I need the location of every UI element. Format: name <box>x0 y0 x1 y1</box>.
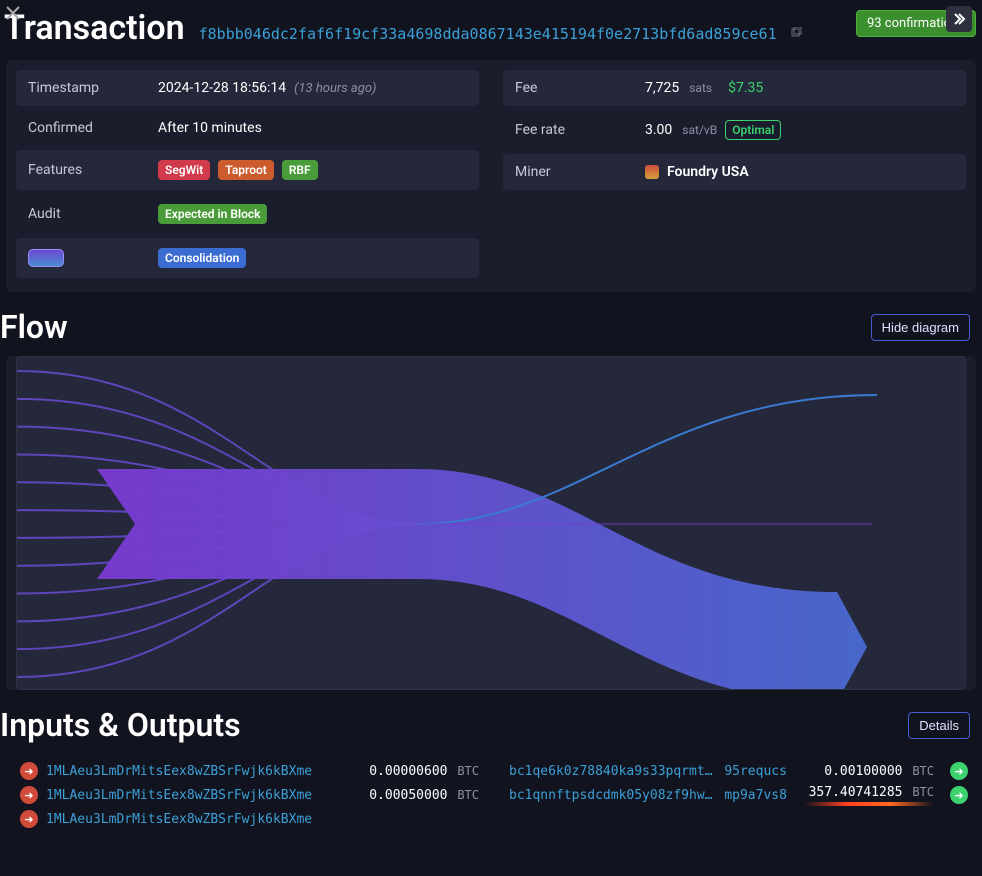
io-row: ➜ 1MLAeu3LmDrMitsEex8wZBSrFwjk6kBXme 0.000… <box>0 760 982 782</box>
transaction-details-panel: Timestamp2024-12-28 18:56:14(13 hours ag… <box>6 60 976 292</box>
detail-row: MinerFoundry USA <box>503 154 966 190</box>
highlight-underline <box>804 802 934 806</box>
detail-label: Audit <box>28 206 158 222</box>
flow-diagram <box>16 356 966 690</box>
input-amount: 0.00000600 BTC <box>369 764 479 779</box>
detail-value: 2024-12-28 18:56:14(13 hours ago) <box>158 80 467 96</box>
detail-value: Consolidation <box>158 248 467 268</box>
input-amount: 0.00050000 BTC <box>369 788 479 803</box>
hide-diagram-button[interactable]: Hide diagram <box>871 314 970 341</box>
detail-label: Fee <box>515 80 645 96</box>
close-icon[interactable] <box>6 6 24 24</box>
feature-tag: SegWit <box>158 160 210 180</box>
input-address[interactable]: 1MLAeu3LmDrMitsEex8wZBSrFwjk6kBXme <box>46 788 312 803</box>
input-amount <box>477 812 479 827</box>
detail-label <box>28 249 158 267</box>
io-row: ➜ 1MLAeu3LmDrMitsEex8wZBSrFwjk6kBXme <box>0 808 982 830</box>
detail-value: 7,725sats$7.35 <box>645 80 954 96</box>
feature-tag: RBF <box>282 160 318 180</box>
detail-row: Timestamp2024-12-28 18:56:14(13 hours ag… <box>16 70 479 106</box>
input-address[interactable]: 1MLAeu3LmDrMitsEex8wZBSrFwjk6kBXme <box>46 764 312 779</box>
output-amount: 357.40741285 BTC <box>809 785 934 800</box>
detail-label: Confirmed <box>28 120 158 136</box>
output-arrow-icon[interactable]: ➜ <box>950 786 968 804</box>
copy-icon[interactable] <box>790 25 802 43</box>
status-tag: Consolidation <box>158 248 246 268</box>
detail-row: FeaturesSegWit Taproot RBF <box>16 150 479 190</box>
txid-text: f8bbb046dc2faf6f19cf33a4698dda0867143e41… <box>199 25 777 43</box>
detail-label: Features <box>28 162 158 178</box>
detail-value: Foundry USA <box>645 164 954 180</box>
status-tag: Expected in Block <box>158 204 267 224</box>
io-title: Inputs & Outputs <box>0 706 241 744</box>
optimal-badge: Optimal <box>725 120 781 140</box>
goggles-icon[interactable] <box>28 249 64 267</box>
input-arrow-icon[interactable]: ➜ <box>20 810 38 828</box>
detail-row: ConfirmedAfter 10 minutes <box>16 110 479 146</box>
detail-value: SegWit Taproot RBF <box>158 160 467 180</box>
io-list: ➜ 1MLAeu3LmDrMitsEex8wZBSrFwjk6kBXme 0.000… <box>0 754 982 830</box>
detail-value: Expected in Block <box>158 204 467 224</box>
detail-label: Miner <box>515 164 645 180</box>
detail-value: After 10 minutes <box>158 120 467 136</box>
detail-label: Fee rate <box>515 122 645 138</box>
detail-value: 3.00sat/vBOptimal <box>645 120 954 140</box>
input-arrow-icon[interactable]: ➜ <box>20 762 38 780</box>
output-arrow-icon[interactable]: ➜ <box>950 762 968 780</box>
detail-label: Timestamp <box>28 80 158 96</box>
detail-row: AuditExpected in Block <box>16 194 479 234</box>
detail-row: Fee7,725sats$7.35 <box>503 70 966 106</box>
input-address[interactable]: 1MLAeu3LmDrMitsEex8wZBSrFwjk6kBXme <box>46 812 312 827</box>
detail-row: Fee rate3.00sat/vBOptimal <box>503 110 966 150</box>
output-address[interactable]: bc1qe6k0z78840ka9s33pqrmt… 95requcs <box>509 764 787 779</box>
output-amount: 0.00100000 BTC <box>824 764 934 779</box>
input-arrow-icon[interactable]: ➜ <box>20 786 38 804</box>
page-title: Transaction <box>4 8 185 48</box>
io-row: ➜ 1MLAeu3LmDrMitsEex8wZBSrFwjk6kBXme 0.000… <box>0 782 982 808</box>
flow-title: Flow <box>0 308 68 346</box>
output-address[interactable]: bc1qnnftpsdcdmk05y08zf9hw… mp9a7vs8 <box>509 788 787 803</box>
detail-row: Consolidation <box>16 238 479 278</box>
forward-icon[interactable] <box>946 6 972 32</box>
details-button[interactable]: Details <box>908 712 970 739</box>
feature-tag: Taproot <box>218 160 274 180</box>
miner-logo-icon <box>645 165 659 179</box>
